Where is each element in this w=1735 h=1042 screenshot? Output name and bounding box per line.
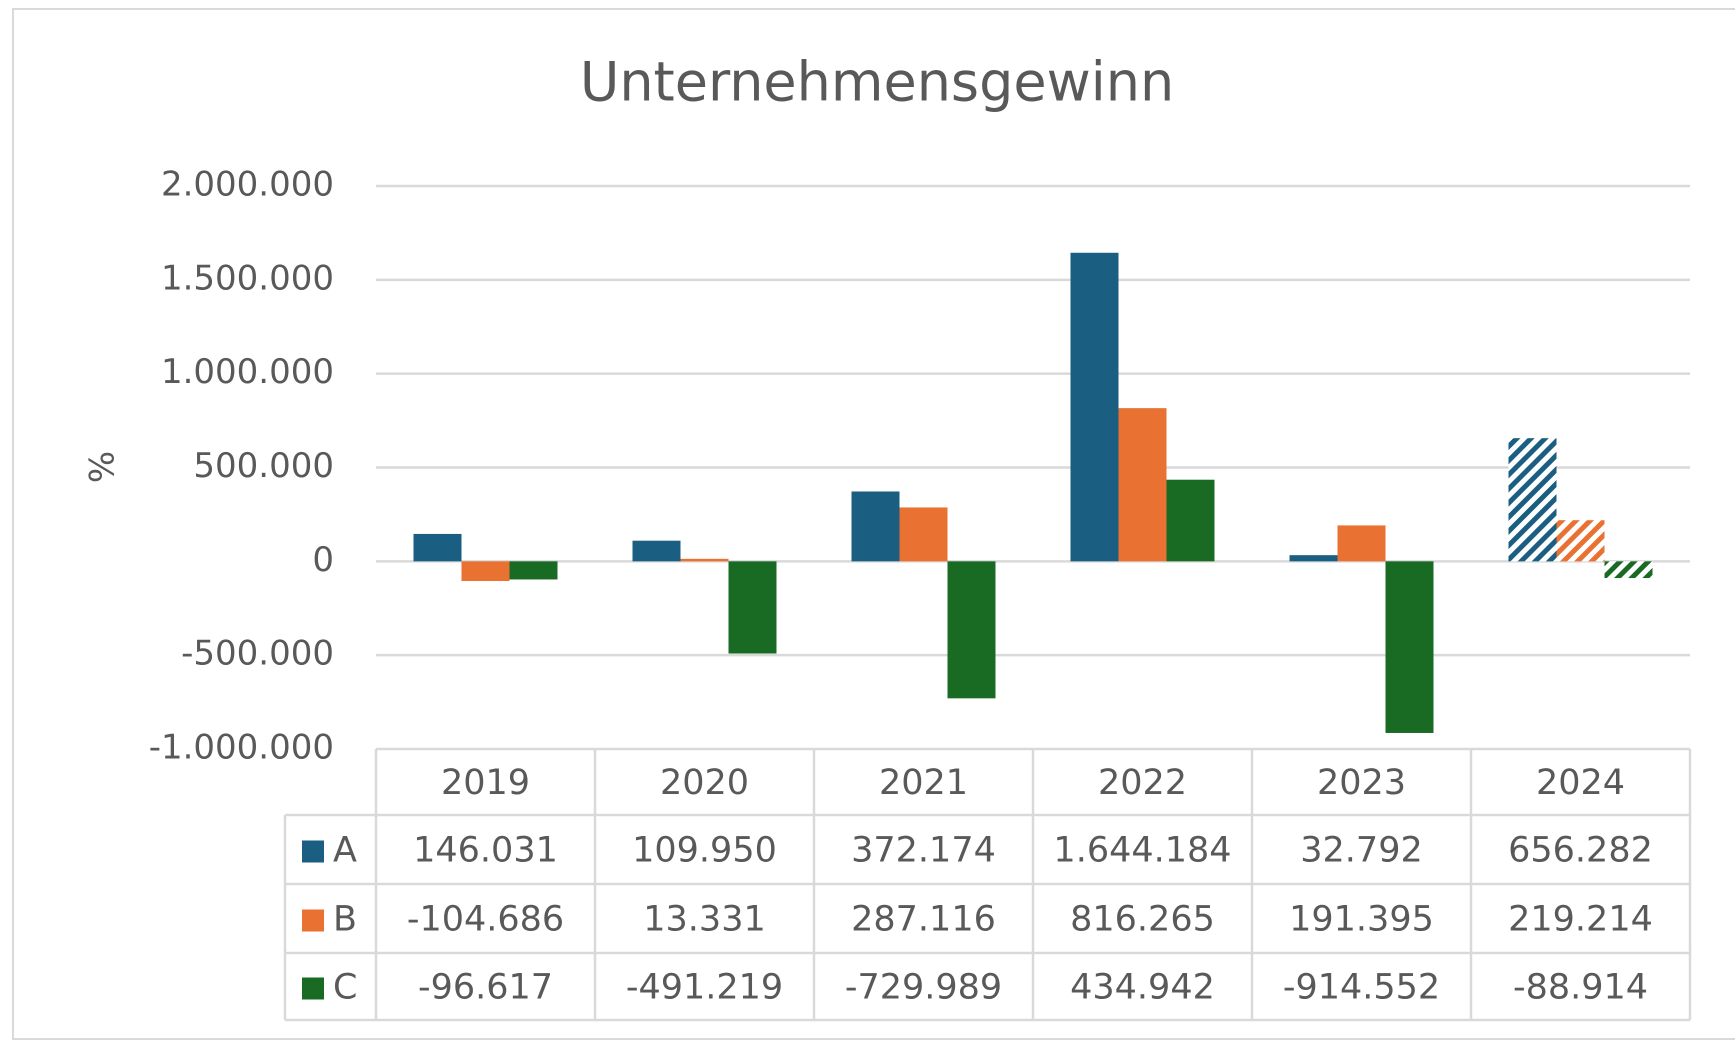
table-value: 109.950 — [632, 831, 777, 871]
legend-label: B — [333, 900, 357, 940]
bar — [1166, 479, 1215, 562]
x-tick-label: 2022 — [1098, 763, 1187, 803]
y-tick-label: 1.500.000 — [161, 258, 334, 298]
chart-title: Unternehmensgewinn — [580, 51, 1174, 114]
chart-frame — [12, 8, 1735, 1040]
table-value: -729.989 — [845, 968, 1002, 1008]
table-value: -491.219 — [626, 968, 783, 1008]
table-value: 816.265 — [1070, 900, 1215, 940]
table-value: 146.031 — [413, 831, 558, 871]
bar — [1118, 408, 1167, 562]
bar — [1556, 520, 1605, 562]
table-value: 434.942 — [1070, 968, 1215, 1008]
legend-swatch — [302, 840, 324, 863]
bar — [728, 561, 777, 654]
y-tick-label: -500.000 — [181, 634, 334, 674]
x-tick-label: 2020 — [660, 763, 749, 803]
table-value: 13.331 — [643, 900, 765, 940]
bar — [509, 561, 558, 580]
y-tick-label: 500.000 — [193, 446, 334, 486]
bar — [632, 540, 681, 562]
table-value: -88.914 — [1513, 968, 1648, 1008]
bar — [851, 491, 900, 562]
table-value: -104.686 — [407, 900, 564, 940]
legend-label: A — [333, 831, 357, 871]
x-tick-label: 2019 — [441, 763, 530, 803]
x-tick-label: 2023 — [1317, 763, 1406, 803]
table-value: 372.174 — [851, 831, 996, 871]
legend-swatch — [302, 977, 324, 1000]
y-tick-label: 1.000.000 — [161, 352, 334, 392]
x-tick-label: 2021 — [879, 763, 968, 803]
legend-label: C — [333, 968, 357, 1008]
table-value: -96.617 — [418, 968, 553, 1008]
y-tick-label: 2.000.000 — [161, 165, 334, 205]
bar — [1070, 252, 1119, 562]
bar — [461, 561, 510, 581]
y-tick-label: -1.000.000 — [149, 728, 334, 768]
table-value: 287.116 — [851, 900, 996, 940]
bar — [947, 561, 996, 699]
bar — [1289, 555, 1338, 562]
y-tick-label: 0 — [312, 540, 334, 580]
table-value: 32.792 — [1300, 831, 1422, 871]
table-value: 191.395 — [1289, 900, 1434, 940]
legend-swatch — [302, 909, 324, 932]
table-value: 1.644.184 — [1053, 831, 1231, 871]
bar — [1508, 438, 1557, 562]
bar — [1604, 561, 1653, 579]
table-value: 656.282 — [1508, 831, 1653, 871]
bar — [1337, 525, 1386, 562]
bar — [1385, 561, 1434, 733]
bar — [413, 533, 462, 562]
bar — [899, 507, 948, 562]
x-tick-label: 2024 — [1536, 763, 1625, 803]
table-value: 219.214 — [1508, 900, 1653, 940]
table-value: -914.552 — [1283, 968, 1440, 1008]
bar — [680, 558, 729, 562]
y-axis-label: % — [83, 451, 123, 483]
